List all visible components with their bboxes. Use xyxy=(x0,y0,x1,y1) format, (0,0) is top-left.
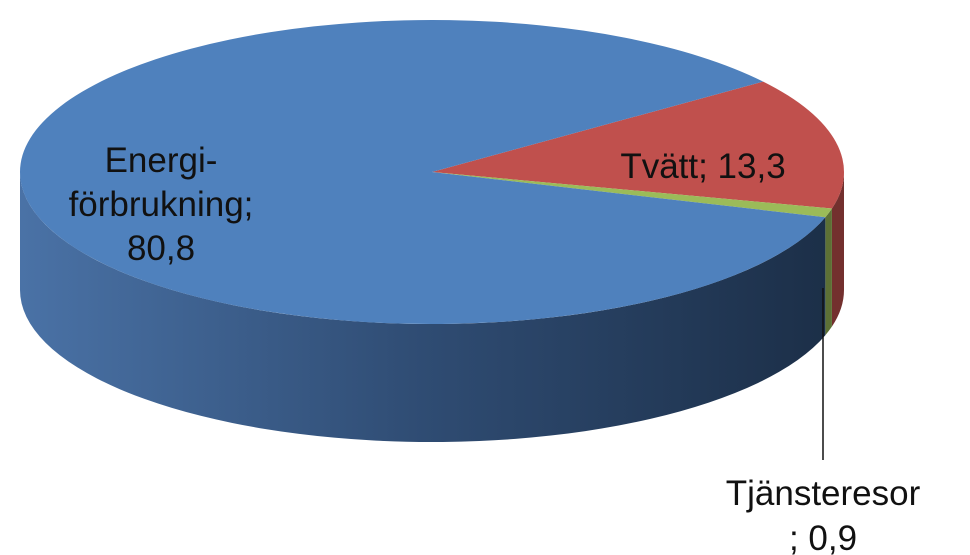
slice-side-tvatt xyxy=(831,172,844,327)
data-labels: Tvätt; 13,3 Tjänsteresor; 0,9 Energi-förbr… xyxy=(69,141,921,555)
data-label-energiforbrukning: Energi-förbrukning; 80,8 xyxy=(69,141,254,268)
slice-sides xyxy=(20,172,844,443)
slice-tvatt xyxy=(432,81,844,209)
slice-side-energiforbrukning xyxy=(20,172,826,443)
data-label-tjansteresor: Tjänsteresor; 0,9 xyxy=(726,474,921,555)
slice-tops xyxy=(19,20,844,325)
slice-energiforbrukning xyxy=(19,20,826,325)
data-label-tvatt: Tvätt; 13,3 xyxy=(620,147,785,186)
slice-tjansteresor xyxy=(432,172,832,218)
slice-side-tjansteresor xyxy=(825,208,832,336)
